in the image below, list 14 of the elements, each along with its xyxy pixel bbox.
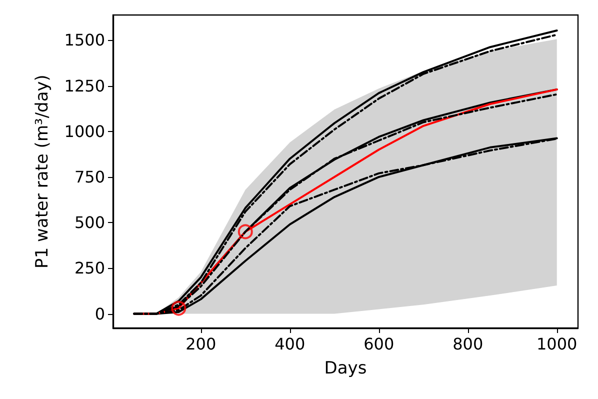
y-tick-label: 500 bbox=[74, 213, 105, 232]
y-tick-label: 250 bbox=[74, 258, 105, 278]
y-tick-label: 0 bbox=[94, 304, 105, 324]
x-tick-label: 800 bbox=[452, 334, 484, 354]
x-tick-label: 1000 bbox=[536, 334, 578, 354]
x-tick-label: 600 bbox=[364, 334, 394, 354]
y-tick-label: 1500 bbox=[64, 30, 105, 50]
y-tick-label: 1000 bbox=[64, 122, 105, 141]
x-tick-label: 200 bbox=[186, 334, 216, 354]
x-tick-label: 400 bbox=[274, 334, 306, 354]
y-tick-label: 1250 bbox=[64, 76, 105, 96]
y-tick-label: 750 bbox=[74, 167, 105, 186]
x-axis-title: Days bbox=[324, 358, 367, 378]
y-axis-title: P1 water rate (m³/day) bbox=[32, 74, 52, 268]
